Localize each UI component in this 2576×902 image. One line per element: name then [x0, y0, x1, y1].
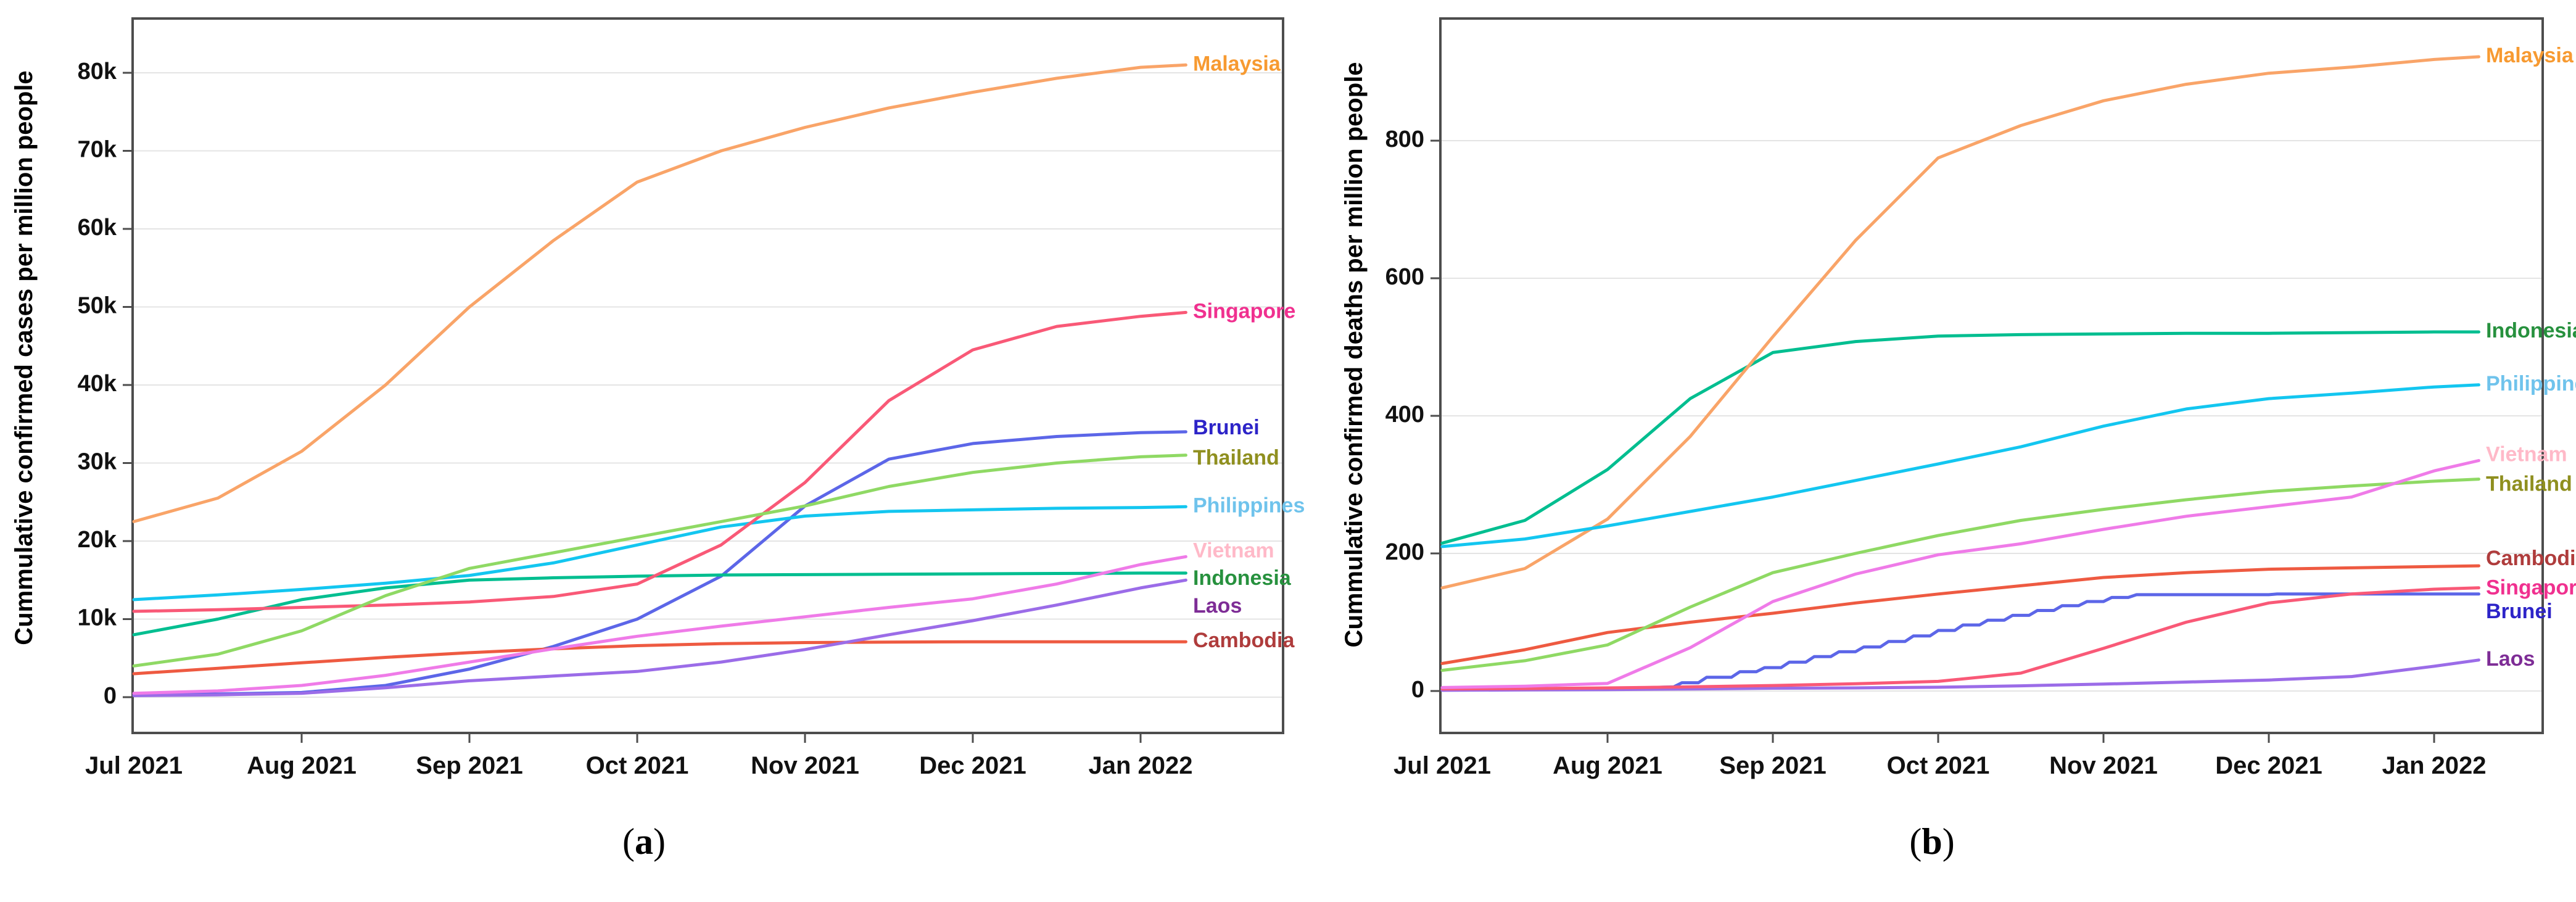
x-tick-label: Nov 2021	[751, 752, 859, 779]
y-tick-label: 20k	[78, 527, 117, 553]
series-line-cambodia	[1440, 564, 2480, 665]
series-label-vietnam: Vietnam	[2486, 442, 2567, 466]
caption-b: (b)	[1288, 821, 2576, 863]
series-label-thailand: Thailand	[1193, 446, 1279, 470]
series-line-thailand	[132, 453, 1187, 668]
series-line-laos	[1440, 658, 2480, 692]
chart-b-cumulative-deaths-line-chart: 0 200 400 600 800 Jul 2021 Aug 2021 Sep 2021 Oct…	[1340, 17, 2576, 779]
series-line-philippines	[1440, 383, 2480, 548]
y-axis-title-a: Cummulative confirmed cases per million …	[10, 70, 38, 645]
caption-a-close-paren: )	[653, 821, 666, 862]
y-tick-label: 50k	[78, 293, 117, 319]
chart-a-cumulative-cases-line-chart: 0 10k 20k 30k 40k 50k 60k 70k 80k Jul 2021 Aug 202…	[10, 17, 1305, 779]
y-tick-label: 200	[1385, 539, 1424, 565]
x-tick-label: Dec 2021	[2215, 752, 2322, 779]
series-label-singapore: Singapore	[2486, 576, 2576, 600]
series-line-singapore	[132, 310, 1187, 613]
y-axis-title-b: Cummulative confirmed deaths per million…	[1340, 62, 1368, 647]
series-line-indonesia	[1440, 330, 2480, 545]
series-line-cambodia	[132, 640, 1187, 676]
series-label-brunei: Brunei	[1193, 416, 1260, 439]
series-label-vietnam: Vietnam	[1193, 539, 1274, 562]
plot-border	[1439, 17, 2544, 734]
series-line-malaysia	[1440, 55, 2480, 590]
series-line-vietnam	[132, 555, 1187, 695]
series-label-cambodia: Cambodia	[1193, 629, 1295, 652]
series-line-brunei	[132, 430, 1187, 697]
y-tick-label: 80k	[78, 59, 117, 85]
series-label-philippines: Philippines	[2486, 372, 2576, 395]
x-tick-label: Sep 2021	[416, 752, 522, 779]
y-tick-label: 70k	[78, 137, 117, 163]
y-tick-label: 800	[1385, 126, 1424, 152]
series-label-cambodia: Cambodia	[2486, 547, 2576, 570]
x-tick-label: Jul 2021	[1393, 752, 1491, 779]
y-tick-label: 400	[1385, 402, 1424, 428]
chart-a-container: 0 10k 20k 30k 40k 50k 60k 70k 80k Jul 2021 Aug 202…	[0, 17, 1305, 863]
caption-b-close-paren: )	[1942, 821, 1955, 862]
series-line-brunei	[1440, 592, 2480, 692]
series-label-malaysia: Malaysia	[1193, 52, 1281, 75]
x-tick-label: Dec 2021	[919, 752, 1026, 779]
x-tick-label: Aug 2021	[247, 752, 357, 779]
x-tick-label: Jul 2021	[85, 752, 183, 779]
y-tick-label: 0	[104, 683, 117, 709]
series-label-laos: Laos	[2486, 647, 2535, 671]
series-line-thailand	[1440, 478, 2480, 672]
series-line-singapore	[1440, 586, 2480, 691]
x-tick-label: Sep 2021	[1719, 752, 1826, 779]
x-tick-label: Nov 2021	[2049, 752, 2158, 779]
chart-b-container: 0 200 400 600 800 Jul 2021 Aug 2021 Sep 2021 Oct…	[1288, 0, 2576, 902]
caption-b-letter: b	[1922, 821, 1942, 862]
caption-a: (a)	[0, 821, 1288, 863]
series-line-vietnam	[1440, 459, 2480, 689]
series-label-philippines: Philippines	[1193, 494, 1305, 517]
x-tick-label: Oct 2021	[586, 752, 689, 779]
series-line-malaysia	[132, 63, 1187, 523]
series-line-indonesia	[132, 571, 1187, 637]
x-tick-label: Jan 2022	[2382, 752, 2486, 779]
y-tick-label: 30k	[78, 449, 117, 475]
series-label-indonesia: Indonesia	[1193, 566, 1292, 590]
series-label-laos: Laos	[1193, 594, 1242, 618]
x-tick-label: Jan 2022	[1088, 752, 1192, 779]
series-label-thailand: Thailand	[2486, 473, 2572, 496]
series-label-brunei: Brunei	[2486, 600, 2553, 623]
caption-a-open-paren: (	[622, 821, 635, 862]
x-tick-label: Aug 2021	[1553, 752, 1662, 779]
series-line-philippines	[132, 505, 1187, 602]
x-tick-label: Oct 2021	[1887, 752, 1990, 779]
plot-border	[131, 17, 1284, 734]
caption-b-open-paren: (	[1909, 821, 1922, 862]
series-label-malaysia: Malaysia	[2486, 44, 2574, 67]
y-tick-label: 60k	[78, 215, 117, 241]
series-label-indonesia: Indonesia	[2486, 319, 2576, 342]
y-tick-label: 40k	[78, 371, 117, 397]
y-tick-label: 10k	[78, 605, 117, 631]
series-label-singapore: Singapore	[1193, 299, 1295, 323]
y-tick-label: 600	[1385, 264, 1424, 290]
series-line-laos	[132, 578, 1187, 697]
y-tick-label: 0	[1411, 677, 1424, 703]
caption-a-letter: a	[635, 821, 653, 862]
